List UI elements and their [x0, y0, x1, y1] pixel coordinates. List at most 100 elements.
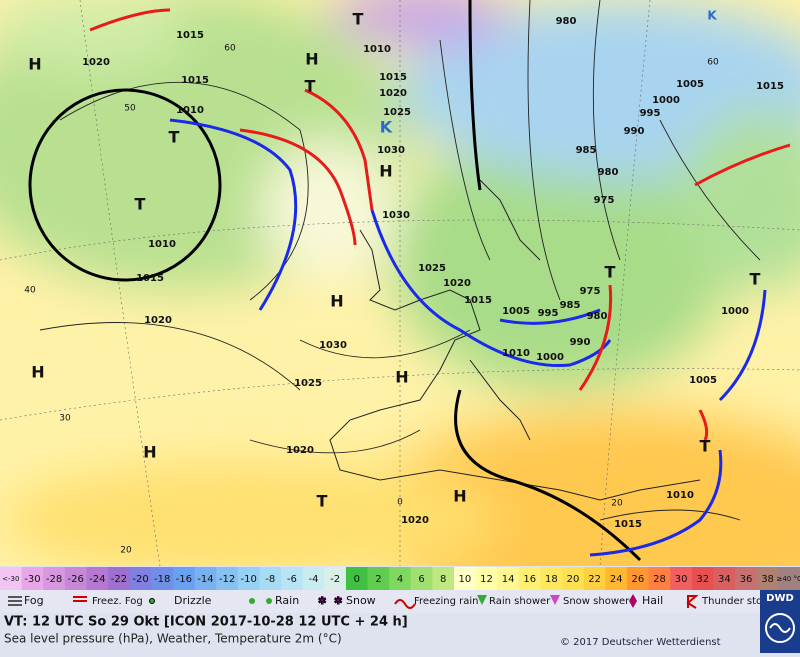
map-label: 60 — [224, 44, 236, 54]
colorbar-label: 30 — [675, 574, 688, 585]
colorbar-cell — [324, 567, 347, 590]
colorbar-label: -28 — [46, 574, 62, 585]
colorbar-cell — [86, 567, 109, 590]
map-shape: ✱ — [334, 596, 342, 607]
colorbar-cell — [497, 567, 520, 590]
map-label: 980 — [598, 167, 619, 178]
map-label: H — [453, 487, 466, 506]
map-shape — [589, 449, 723, 557]
colorbar-label: 12 — [480, 574, 493, 585]
map-shape — [79, 0, 161, 566]
map-shape — [439, 39, 491, 261]
colorbar-label: 20 — [567, 574, 580, 585]
colorbar-label: -24 — [89, 574, 105, 585]
map-label: 995 — [538, 308, 559, 319]
colorbar-cell — [648, 567, 671, 590]
map-label: H — [31, 363, 44, 382]
colorbar-label: ≥40 °C — [776, 575, 800, 583]
colorbar-cell — [562, 567, 585, 590]
colorbar-cell — [194, 567, 217, 590]
valid-time: VT: 12 UTC So 29 Okt [ICON 2017-10-28 12… — [4, 615, 408, 630]
map-label: K — [380, 118, 393, 137]
map-label: 1010 — [148, 239, 176, 250]
colorbar-label: 38 — [761, 574, 774, 585]
colorbar-cell — [259, 567, 282, 590]
map-shape — [718, 289, 767, 402]
map-label: 985 — [576, 145, 597, 156]
isobars — [39, 0, 761, 521]
colorbar-label: -10 — [240, 574, 256, 585]
colorbar-cell — [0, 567, 23, 590]
map-label: 1015 — [756, 81, 784, 92]
colorbar-cell — [540, 567, 563, 590]
map-label: T — [605, 263, 616, 282]
map-labels: 1015 1020 60 H 1015 50 1010 T T 1010 101… — [24, 9, 784, 556]
colorbar-cell — [43, 567, 66, 590]
legend-label: Fog — [24, 594, 44, 607]
legend-label: Freez. Fog — [92, 596, 143, 607]
map-label: T — [750, 270, 761, 289]
colorbar-label: 18 — [545, 574, 558, 585]
colorbar-cell — [475, 567, 498, 590]
map-label: T — [305, 77, 316, 96]
map-shape — [59, 81, 309, 301]
map-label: K — [707, 9, 717, 23]
colorbar-label: -2 — [330, 574, 340, 585]
colorbar-label: 28 — [653, 574, 666, 585]
map-label: 990 — [570, 337, 591, 348]
map-label: T — [169, 128, 180, 147]
map-label: H — [395, 368, 408, 387]
colorbar-label: -22 — [111, 574, 127, 585]
map-label: 1025 — [294, 378, 322, 389]
colorbar-label: 24 — [610, 574, 623, 585]
map-shape — [370, 209, 612, 368]
map-shape — [0, 219, 800, 261]
map-label: 1020 — [379, 88, 407, 99]
colorbar-cell — [302, 567, 325, 590]
colorbar-cell — [670, 567, 693, 590]
colorbar-cell — [713, 567, 736, 590]
map-shape — [400, 0, 800, 180]
map-shape — [599, 509, 741, 521]
colorbar-label: 6 — [418, 574, 424, 585]
map-shape — [550, 595, 560, 605]
map-label: 1015 — [464, 295, 492, 306]
colorbar-cell — [735, 567, 758, 590]
map-label: T — [353, 10, 364, 29]
colorbar-cell — [108, 567, 131, 590]
map-shape — [394, 599, 416, 609]
map-label: 1010 — [502, 348, 530, 359]
colorbar-label: 10 — [458, 574, 471, 585]
colorbar: <-30 -30 -28 -26 -24 -22 -20 -18 -16 -14 -12 -10 -8-… — [0, 567, 800, 590]
map-label: 1005 — [502, 306, 530, 317]
map-shape — [249, 429, 421, 454]
map-label: 995 — [640, 108, 661, 119]
legend-label: Snow — [346, 594, 376, 607]
map-label: 1020 — [401, 515, 429, 526]
map-label: 1020 — [82, 57, 110, 68]
colorbar-label: -6 — [287, 574, 297, 585]
colorbar-cell — [237, 567, 260, 590]
map-shape — [592, 0, 621, 261]
map-label: 1015 — [181, 75, 209, 86]
legend-icons: ✱ ✱ — [8, 594, 699, 609]
map-label: 30 — [59, 414, 71, 424]
colorbar-label: -12 — [219, 574, 235, 585]
map-shape — [149, 598, 155, 604]
colorbar-cell — [627, 567, 650, 590]
colorbar-cell — [756, 567, 779, 590]
map-shape — [469, 359, 531, 441]
map-shape — [578, 284, 613, 391]
map-label: 975 — [580, 286, 601, 297]
map-label: 1015 — [614, 519, 642, 530]
map-shape — [89, 8, 171, 32]
map-shape — [765, 613, 795, 643]
map-shape — [694, 143, 791, 187]
legend-label: Snow shower — [563, 596, 630, 607]
colorbar-cell — [129, 567, 152, 590]
colorbar-cell — [367, 567, 390, 590]
map-shape — [698, 409, 709, 441]
map-label: 1025 — [383, 107, 411, 118]
